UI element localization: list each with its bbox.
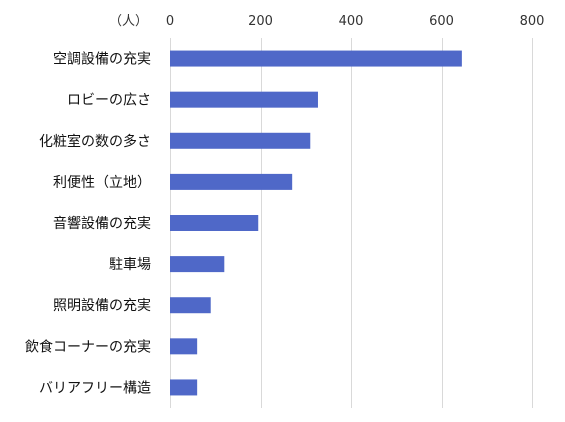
bar-6 (170, 297, 211, 314)
x-tick-label-1: 200 (248, 14, 273, 29)
category-label-8: バリアフリー構造 (39, 380, 151, 396)
category-label-7: 飲食コーナーの充実 (25, 338, 151, 355)
category-label-0: 空調設備の充実 (53, 52, 151, 68)
category-label-6: 照明設備の充実 (53, 298, 151, 314)
bars (170, 50, 462, 396)
bar-0 (170, 50, 462, 67)
category-label-2: 化粧室の数の多さ (39, 133, 151, 150)
category-label-1: ロビーの広さ (67, 93, 151, 109)
category-label-4: 音響設備の充実 (53, 215, 151, 232)
x-tick-label-4: 800 (520, 14, 545, 29)
category-label-3: 利便性（立地） (53, 175, 151, 191)
bar-5 (170, 256, 225, 273)
bar-2 (170, 132, 311, 149)
unit-label: （人） (109, 14, 148, 29)
bar-7 (170, 338, 198, 355)
bar-8 (170, 379, 198, 396)
x-axis-ticks: 0 200 400 600 800 (166, 14, 545, 29)
x-tick-label-3: 600 (429, 14, 454, 29)
bar-3 (170, 173, 293, 190)
bar-4 (170, 215, 259, 231)
x-tick-label-0: 0 (166, 14, 174, 29)
bar-1 (170, 91, 318, 108)
category-label-5: 駐車場 (109, 256, 151, 273)
x-tick-label-2: 400 (339, 14, 364, 29)
